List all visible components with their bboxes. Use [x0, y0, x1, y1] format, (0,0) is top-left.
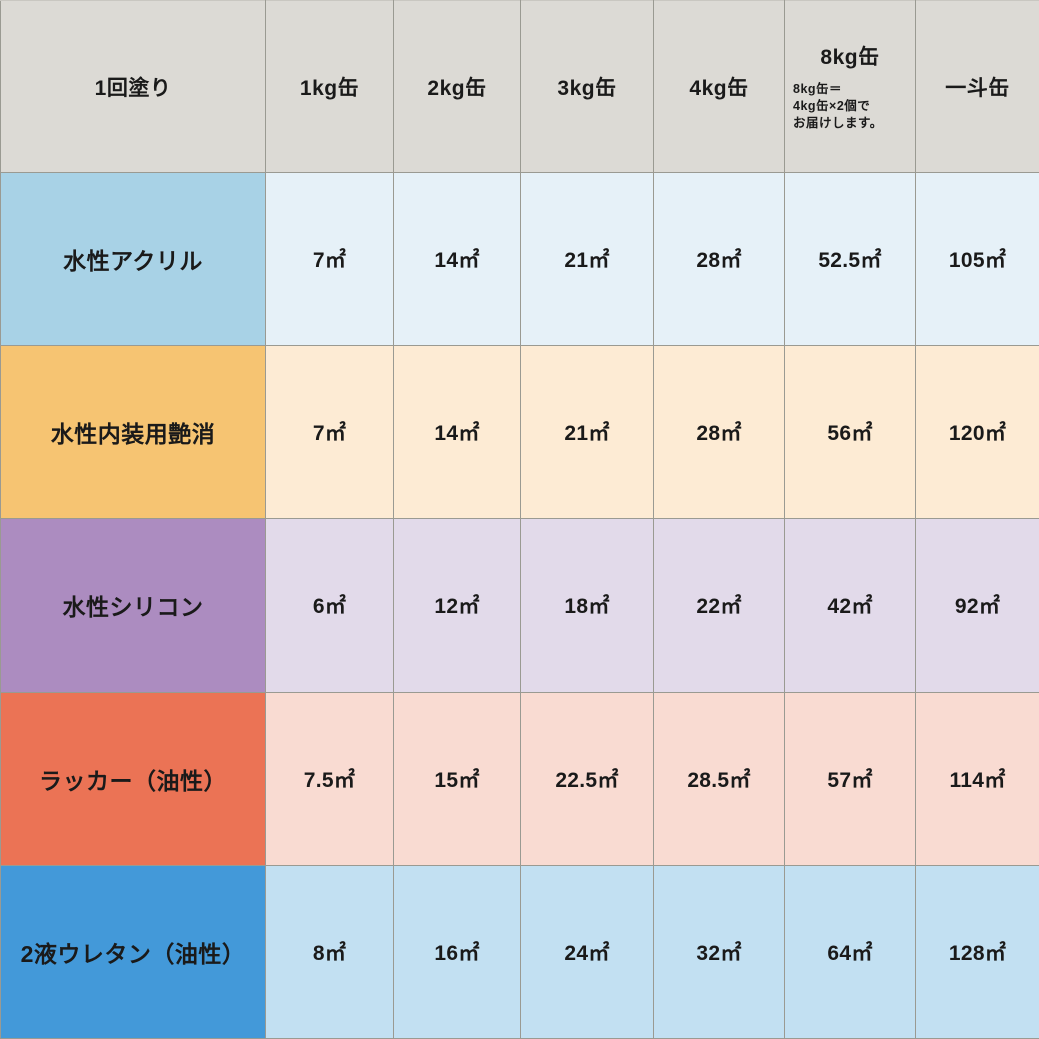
cell-suisei-acrylic-itto: 105㎡	[915, 171, 1039, 347]
header-label-3kg: 3kg缶	[557, 76, 617, 100]
header-cell-coat-count: 1回塗り	[0, 0, 266, 173]
row-label-suisei-silicon: 水性シリコン	[0, 518, 266, 693]
cell-suisei-naisou-1kg: 7㎡	[265, 345, 394, 520]
cell-suisei-naisou-4kg: 28㎡	[653, 345, 785, 520]
header-label-itto: 一斗缶	[945, 76, 1010, 100]
cell-suisei-silicon-itto: 92㎡	[915, 518, 1039, 693]
cell-urethane-8kg: 64㎡	[784, 864, 916, 1039]
cell-urethane-2kg: 16㎡	[393, 864, 521, 1039]
row-label-lacquer-yusei: ラッカー（油性）	[0, 691, 266, 866]
header-label-4kg: 4kg缶	[689, 76, 749, 100]
header-label-1kg: 1kg缶	[299, 76, 360, 100]
row-label-2eki-urethane-yusei: 2液ウレタン（油性）	[0, 864, 266, 1039]
row-label-suisei-acrylic: 水性アクリル	[0, 171, 266, 347]
cell-suisei-naisou-2kg: 14㎡	[393, 345, 521, 520]
cell-lacquer-8kg: 57㎡	[784, 691, 916, 866]
table-row: ラッカー（油性） 7.5㎡ 15㎡ 22.5㎡ 28.5㎡ 57㎡ 114㎡	[0, 691, 1039, 866]
cell-suisei-silicon-3kg: 18㎡	[520, 518, 654, 693]
cell-urethane-1kg: 8㎡	[265, 864, 394, 1039]
table-row: 水性アクリル 7㎡ 14㎡ 21㎡ 28㎡ 52.5㎡ 105㎡	[0, 171, 1039, 347]
cell-suisei-naisou-itto: 120㎡	[915, 345, 1039, 520]
cell-suisei-acrylic-3kg: 21㎡	[520, 171, 654, 347]
cell-suisei-silicon-4kg: 22㎡	[653, 518, 785, 693]
row-label-suisei-naisou-tsuyakeshi: 水性内装用艶消	[0, 345, 266, 520]
header-cell-8kg: 8kg缶 8kg缶＝ 4kg缶×2個で お届けします。	[784, 0, 916, 173]
cell-lacquer-4kg: 28.5㎡	[653, 691, 785, 866]
table-header-row: 1回塗り 1kg缶 2kg缶 3kg缶 4kg缶	[0, 0, 1039, 173]
header-note-8kg: 8kg缶＝ 4kg缶×2個で お届けします。	[793, 82, 883, 130]
table-row: 2液ウレタン（油性） 8㎡ 16㎡ 24㎡ 32㎡ 64㎡ 128㎡	[0, 864, 1039, 1039]
header-cell-3kg: 3kg缶	[520, 0, 654, 173]
cell-lacquer-itto: 114㎡	[915, 691, 1039, 866]
header-cell-2kg: 2kg缶	[393, 0, 521, 173]
header-label-8kg: 8kg缶	[820, 46, 880, 70]
cell-suisei-silicon-1kg: 6㎡	[265, 518, 394, 693]
cell-lacquer-2kg: 15㎡	[393, 691, 521, 866]
cell-suisei-naisou-8kg: 56㎡	[784, 345, 916, 520]
header-cell-4kg: 4kg缶	[653, 0, 785, 173]
table-row: 水性内装用艶消 7㎡ 14㎡ 21㎡ 28㎡ 56㎡ 120㎡	[0, 345, 1039, 520]
cell-suisei-silicon-2kg: 12㎡	[393, 518, 521, 693]
header-cell-1kg: 1kg缶	[265, 0, 394, 173]
cell-suisei-silicon-8kg: 42㎡	[784, 518, 916, 693]
cell-suisei-acrylic-4kg: 28㎡	[653, 171, 785, 347]
cell-suisei-acrylic-8kg: 52.5㎡	[784, 171, 916, 347]
cell-suisei-naisou-3kg: 21㎡	[520, 345, 654, 520]
header-label-2kg: 2kg缶	[427, 76, 487, 100]
cell-lacquer-1kg: 7.5㎡	[265, 691, 394, 866]
header-cell-itto: 一斗缶	[915, 0, 1039, 173]
cell-lacquer-3kg: 22.5㎡	[520, 691, 654, 866]
cell-urethane-4kg: 32㎡	[653, 864, 785, 1039]
table-row: 水性シリコン 6㎡ 12㎡ 18㎡ 22㎡ 42㎡ 92㎡	[0, 518, 1039, 693]
cell-urethane-itto: 128㎡	[915, 864, 1039, 1039]
cell-urethane-3kg: 24㎡	[520, 864, 654, 1039]
cell-suisei-acrylic-2kg: 14㎡	[393, 171, 521, 347]
cell-suisei-acrylic-1kg: 7㎡	[265, 171, 394, 347]
